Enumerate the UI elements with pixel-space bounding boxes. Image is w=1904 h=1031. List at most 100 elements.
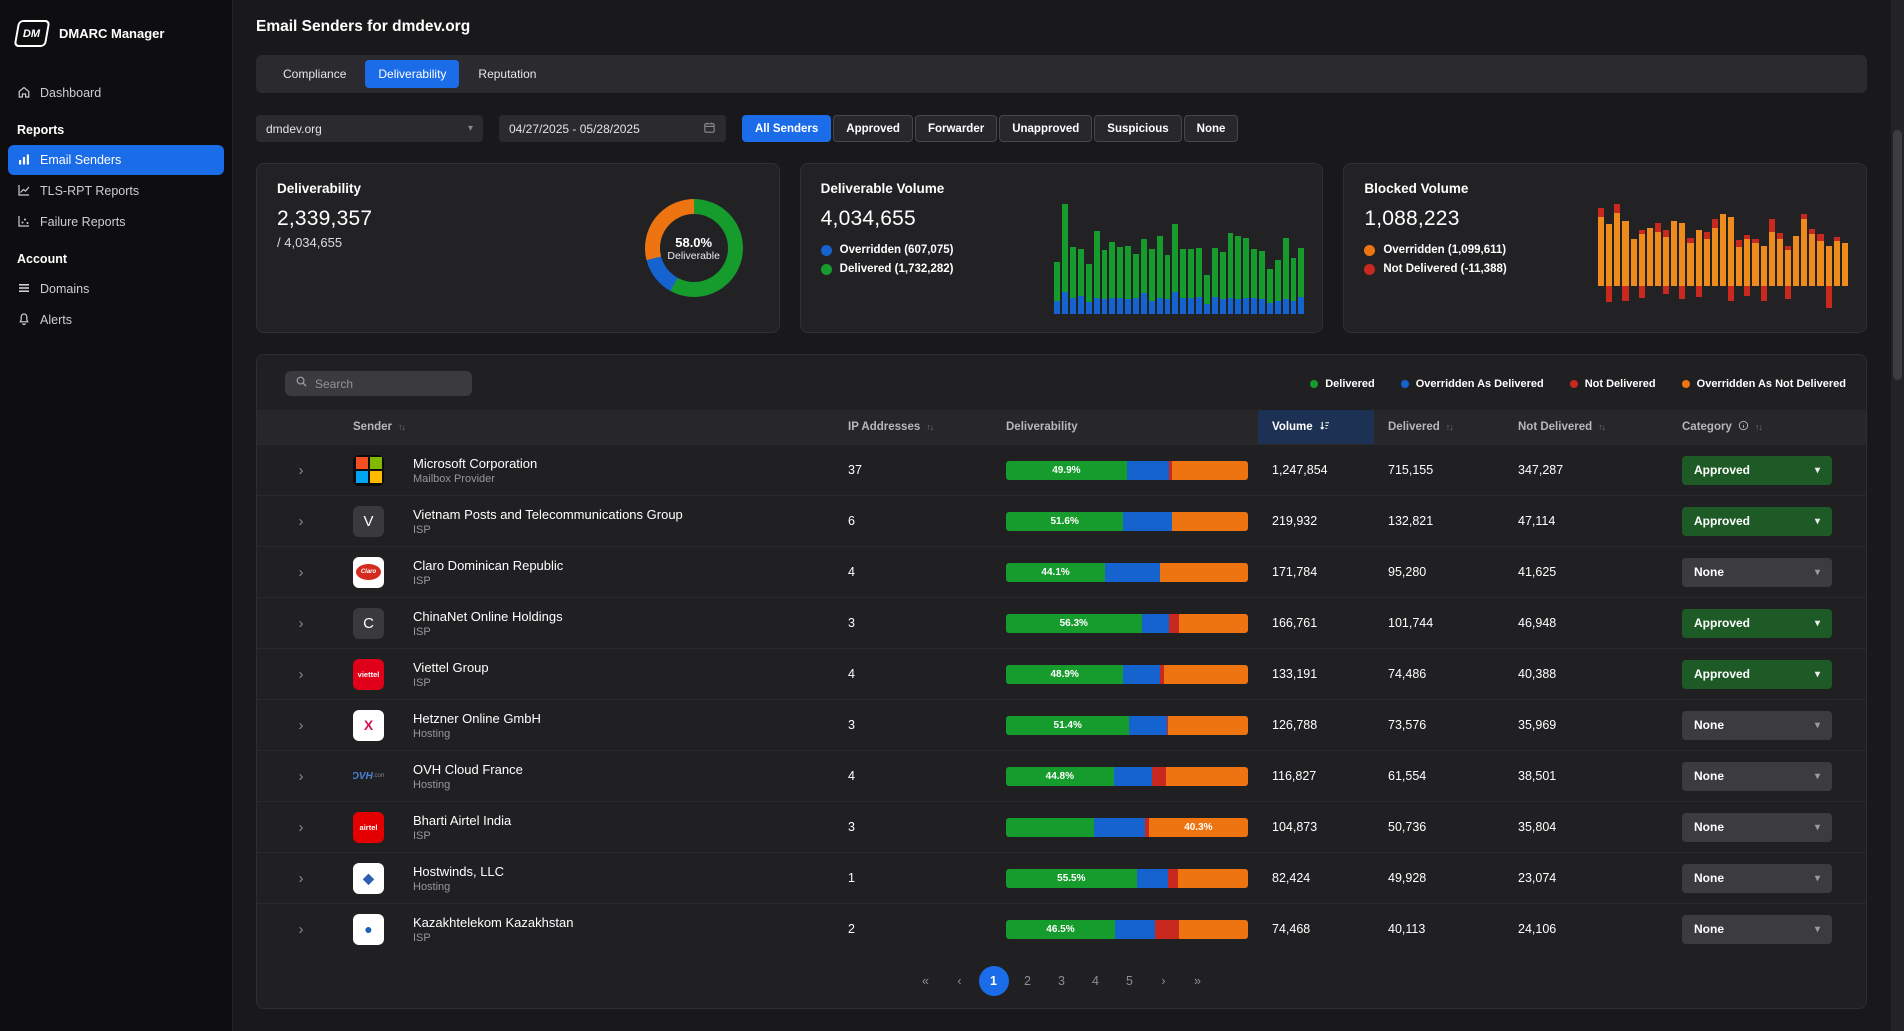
row-expand-button[interactable]: › [298,665,304,683]
category-dropdown[interactable]: None ▾ [1682,863,1832,893]
sender-cell: ChinaNet Online Holdings ISP [405,609,840,638]
pagination-page-5[interactable]: 5 [1115,966,1145,996]
pagination-next[interactable]: › [1149,966,1179,996]
row-expand-button[interactable]: › [298,716,304,734]
blocked-bar [1598,202,1605,314]
sidebar-item-domains[interactable]: Domains [8,274,224,304]
table-toolbar: Delivered Overridden As Delivered Not Deli… [257,371,1866,410]
row-expand-button[interactable]: › [298,461,304,479]
category-dropdown[interactable]: Approved ▾ [1682,659,1832,689]
category-dropdown[interactable]: None ▾ [1682,710,1832,740]
column-header-not-delivered[interactable]: Not Delivered ↑↓ [1510,421,1674,433]
row-expand-button[interactable]: › [298,920,304,938]
column-header-volume[interactable]: Volume [1258,410,1374,444]
bar-segment-overridden [1703,238,1710,286]
column-header-category[interactable]: Category ↑↓ [1674,420,1866,434]
ip-count: 4 [848,667,855,681]
ip-count: 1 [848,871,855,885]
legend-dot [1310,379,1319,388]
bar-segment-orange [1159,562,1248,582]
column-header-delivered[interactable]: Delivered ↑↓ [1380,421,1510,433]
legend-dot [1364,263,1376,275]
pagination-page-3[interactable]: 3 [1047,966,1077,996]
brand: DM DMARC Manager [0,0,232,63]
blocked-bar [1744,202,1751,314]
filter-suspicious[interactable]: Suspicious [1094,115,1182,142]
volume-bar [1133,253,1139,314]
sender-filter-group: All Senders Approved Forwarder Unapproved Su… [742,115,1239,142]
bar-segment-not-delivered-below [1638,286,1645,299]
row-expand-button[interactable]: › [298,614,304,632]
column-header-ip-addresses[interactable]: IP Addresses ↑↓ [840,421,998,433]
sidebar-item-failure-reports[interactable]: Failure Reports [8,207,224,237]
row-expand-button[interactable]: › [298,818,304,836]
sender-cell: Bharti Airtel India ISP [405,813,840,842]
pagination-page-4[interactable]: 4 [1081,966,1111,996]
bar-segment-green: 51.6% [1006,511,1124,531]
category-label: None [1694,820,1724,834]
pagination-last[interactable]: » [1183,966,1213,996]
domain-select[interactable]: dmdev.org ▾ [256,115,483,142]
table-legend-item: Overridden As Delivered [1400,378,1544,390]
bar-segment-overridden [1744,238,1751,286]
bar-segment-green: 56.3% [1006,613,1142,633]
deliverability-cell: 51.4% [998,715,1264,735]
donut-sublabel: Deliverable [667,249,720,262]
blocked-bar [1768,202,1775,314]
bar-segment-overridden [1760,245,1767,286]
bar-segment-overridden [1298,297,1305,314]
category-dropdown[interactable]: None ▾ [1682,914,1832,944]
tab-deliverability[interactable]: Deliverability [365,60,460,88]
delivered-value: 132,821 [1388,514,1434,528]
category-dropdown[interactable]: Approved ▾ [1682,455,1832,485]
scrollbar[interactable] [1891,0,1904,1031]
sidebar-item-dashboard[interactable]: Dashboard [8,78,224,108]
category-dropdown[interactable]: Approved ▾ [1682,506,1832,536]
sidebar-item-alerts[interactable]: Alerts [8,305,224,335]
row-expand-button[interactable]: › [298,869,304,887]
filter-forwarder[interactable]: Forwarder [914,115,998,142]
search-input[interactable] [315,376,462,391]
sidebar-item-tls-rpt-reports[interactable]: TLS-RPT Reports [8,176,224,206]
table-row: › OVH .com OVH Cloud France Hosting 4 44.8% 116… [257,750,1866,801]
search-input-wrapper[interactable] [285,371,472,396]
bar-segment-green: 51.4% [1006,715,1130,735]
row-expand-button[interactable]: › [298,767,304,785]
category-dropdown[interactable]: None ▾ [1682,761,1832,791]
not-delivered-value: 38,501 [1518,769,1557,783]
bar-segment-not-delivered-below [1622,286,1629,301]
category-dropdown[interactable]: Approved ▾ [1682,608,1832,638]
filter-all-senders[interactable]: All Senders [742,115,832,142]
category-dropdown[interactable]: None ▾ [1682,557,1832,587]
filter-none[interactable]: None [1183,115,1239,142]
pagination-page-2[interactable]: 2 [1013,966,1043,996]
bar-segment-overridden [1085,301,1092,314]
sidebar-section-reports: Reports [17,123,65,137]
date-range-picker[interactable]: 04/27/2025 - 05/28/2025 [499,115,726,142]
sidebar-item-email-senders[interactable]: Email Senders [8,145,224,175]
deliverability-bar: 44.1% [1006,562,1248,582]
pagination-page-1[interactable]: 1 [978,966,1009,996]
filter-approved[interactable]: Approved [833,115,913,142]
pagination-first[interactable]: « [911,966,941,996]
card-title: Deliverable Volume [820,181,945,196]
row-expand-button[interactable]: › [298,512,304,530]
chevron-down-icon: ▾ [1814,668,1820,680]
column-header-sender[interactable]: Sender ↑↓ [345,421,840,433]
tab-reputation[interactable]: Reputation [465,60,549,88]
pagination-prev[interactable]: ‹ [945,966,975,996]
row-expand-button[interactable]: › [298,563,304,581]
bar-segment-overridden [1711,227,1718,286]
bar-segment-overridden [1630,238,1637,286]
scrollbar-thumb[interactable] [1893,130,1902,380]
bar-segment-overridden [1148,300,1155,314]
category-dropdown[interactable]: None ▾ [1682,812,1832,842]
table-row: › airtel Bharti Airtel India ISP 3 40.3% 104,8… [257,801,1866,852]
card-title: Deliverability [277,181,362,196]
filter-unapproved[interactable]: Unapproved [999,115,1093,142]
bar-segment-overridden [1784,250,1792,286]
deliverability-cell: 44.8% [998,766,1264,786]
summary-cards: Deliverability 2,339,357 / 4,034,655 58.… [256,163,1868,333]
tab-compliance[interactable]: Compliance [270,60,359,88]
sender-logo-cell: viettel [345,658,405,690]
